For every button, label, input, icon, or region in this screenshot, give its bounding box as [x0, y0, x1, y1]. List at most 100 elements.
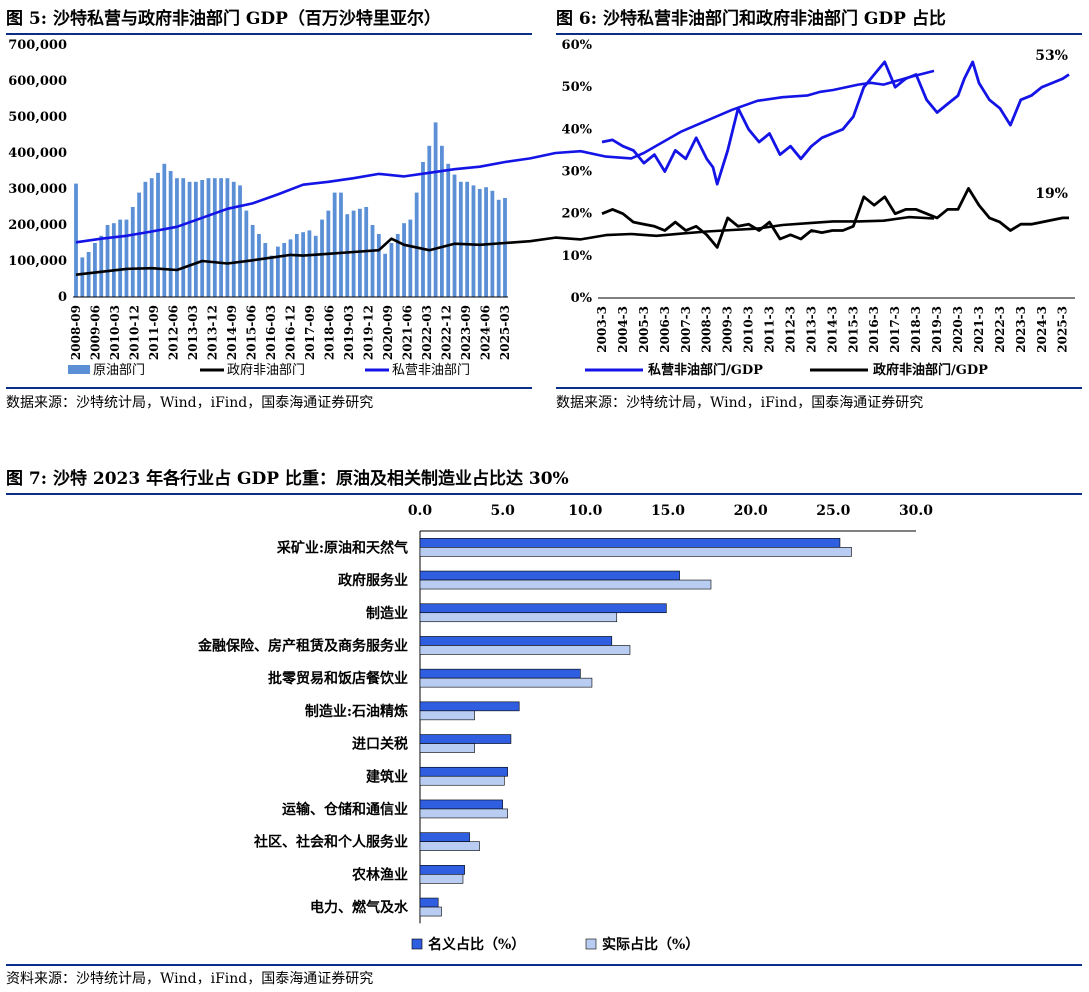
- fig5-bar: [288, 239, 293, 297]
- fig5-xtick-label: 2019-03: [342, 305, 356, 360]
- fig5-title: 图 5: 沙特私营与政府非油部门 GDP（百万沙特里亚尔）: [6, 4, 532, 35]
- fig5-xtick-label: 2023-09: [459, 305, 473, 360]
- fig5-bar: [244, 210, 249, 297]
- fig7-legend-label: 实际占比（%）: [602, 936, 699, 953]
- fig7-category-label: 政府服务业: [338, 572, 408, 589]
- fig6-xtick-label: 2015-3: [846, 306, 860, 353]
- fig5-bar: [130, 207, 135, 297]
- fig7-bar-real: [419, 645, 631, 655]
- fig5-xtick-label: 2010-12: [128, 305, 142, 360]
- fig6-xtick-label: 2018-3: [909, 306, 923, 353]
- fig6-xtick-label: 2014-3: [825, 306, 839, 353]
- fig7-bar-nominal: [419, 865, 465, 875]
- fig5-bar: [414, 192, 419, 297]
- fig5-xtick-label: 2015-06: [245, 305, 259, 360]
- fig5-xtick-label: 2013-03: [186, 305, 200, 360]
- fig5-bar: [301, 232, 306, 297]
- fig6-xtick-label: 2023-3: [1014, 306, 1028, 353]
- fig5-bar: [187, 181, 192, 297]
- fig6-title: 图 6: 沙特私营非油部门和政府非油部门 GDP 占比: [556, 4, 1082, 35]
- fig6-annotation-gov: 19%: [1035, 186, 1068, 202]
- fig5-xtick-label: 2016-03: [264, 305, 278, 360]
- fig7-category-label: 农林渔业: [351, 866, 408, 883]
- fig7-bar-real: [419, 547, 852, 557]
- fig5-bar: [458, 181, 463, 297]
- fig5-bar: [358, 208, 362, 297]
- fig7-bar-real: [419, 874, 464, 884]
- fig5-bar: [471, 185, 476, 297]
- fig6-xtick-label: 2003-3: [595, 306, 609, 353]
- fig5-bar: [143, 181, 148, 297]
- fig6-ytick-label: 50%: [562, 80, 593, 95]
- fig7-title: 图 7: 沙特 2023 年各行业占 GDP 比重：原油及相关制造业占比达 30…: [6, 464, 1082, 495]
- fig7-legend-swatch-nominal: [411, 938, 423, 950]
- fig7-bar-real: [419, 677, 593, 688]
- fig5-bar: [200, 180, 205, 297]
- fig5-bar: [225, 178, 230, 297]
- fig5-xtick-label: 2025-03: [498, 305, 512, 360]
- fig7-category-label: 电力、燃气及水: [310, 899, 409, 916]
- fig6-xtick-label: 2006-3: [658, 306, 672, 353]
- fig7-category-label: 金融保险、房产租赁及商务服务业: [197, 637, 408, 654]
- fig5-bar: [339, 192, 343, 297]
- fig5-bar: [257, 234, 261, 297]
- fig5-legend-label: 政府非油部门: [227, 363, 305, 378]
- fig5-xtick-label: 2022-03: [420, 305, 434, 360]
- fig7-bar-nominal: [419, 701, 520, 712]
- fig6-xtick-label: 2022-3: [993, 306, 1007, 353]
- fig7-category-label: 建筑业: [366, 768, 408, 785]
- fig5-bar: [105, 225, 110, 297]
- fig5-xtick-label: 2014-09: [225, 305, 239, 360]
- fig5-xtick-label: 2012-06: [167, 305, 181, 360]
- fig6-legend-label: 私营非油部门/GDP: [648, 362, 763, 378]
- fig7-bar-nominal: [419, 832, 470, 842]
- fig5-xtick-label: 2008-09: [69, 305, 83, 360]
- fig7-bar-nominal: [419, 734, 512, 744]
- fig5-bar: [402, 223, 406, 297]
- fig5-bar: [477, 189, 482, 297]
- fig5-source: 数据来源：沙特统计局，Wind，iFind，国泰海通证券研究: [6, 395, 374, 411]
- fig7-legend-swatch-real: [585, 938, 597, 950]
- fig5-series-line: [75, 215, 935, 276]
- fig6-xtick-label: 2005-3: [637, 306, 651, 353]
- fig6-xtick-label: 2011-3: [763, 306, 777, 353]
- fig5-ytick-label: 100,000: [8, 254, 67, 269]
- fig7-bar-nominal: [419, 668, 581, 679]
- fig5-bar: [503, 198, 507, 297]
- fig5-bar: [440, 145, 444, 297]
- fig6-ytick-label: 30%: [562, 165, 593, 180]
- fig6-xtick-label: 2024-3: [1035, 306, 1049, 353]
- fig5-bar: [282, 243, 287, 297]
- fig5-bar: [320, 219, 324, 297]
- fig7-bar-real: [419, 775, 505, 786]
- fig5-bar: [383, 253, 388, 297]
- fig7-bar-real: [419, 743, 475, 753]
- fig6-xtick-label: 2017-3: [888, 306, 902, 353]
- fig5-bar: [118, 219, 123, 297]
- fig7-bar-nominal: [419, 636, 613, 646]
- fig7-bar-real: [419, 710, 475, 721]
- fig5-bar: [137, 192, 141, 297]
- fig5-bar: [294, 234, 299, 297]
- fig7-source: 资料来源：沙特统计局，Wind，iFind，国泰海通证券研究: [6, 971, 374, 987]
- fig6-xtick-label: 2010-3: [742, 306, 756, 353]
- fig6-xtick-label: 2012-3: [783, 306, 797, 353]
- fig7-xtick-label: 20.0: [734, 503, 768, 519]
- fig7-source-rule: [6, 964, 1082, 966]
- fig7-category-label: 制造业: [366, 605, 408, 622]
- fig7-category-label: 进口关税: [352, 736, 408, 753]
- fig5-bar: [427, 145, 432, 297]
- fig7-bar-nominal: [419, 603, 667, 614]
- fig5-bar: [421, 162, 425, 297]
- fig7-bar-nominal: [419, 766, 508, 777]
- fig5-ytick-label: 200,000: [8, 218, 67, 233]
- fig5-xtick-label: 2020-09: [381, 305, 395, 360]
- fig5-bar: [332, 192, 337, 297]
- fig5-bar: [168, 171, 173, 297]
- fig5-bar: [496, 199, 501, 297]
- fig5-bar: [156, 172, 160, 297]
- fig6-ytick-label: 60%: [562, 38, 593, 53]
- fig6-xtick-label: 2004-3: [616, 306, 630, 353]
